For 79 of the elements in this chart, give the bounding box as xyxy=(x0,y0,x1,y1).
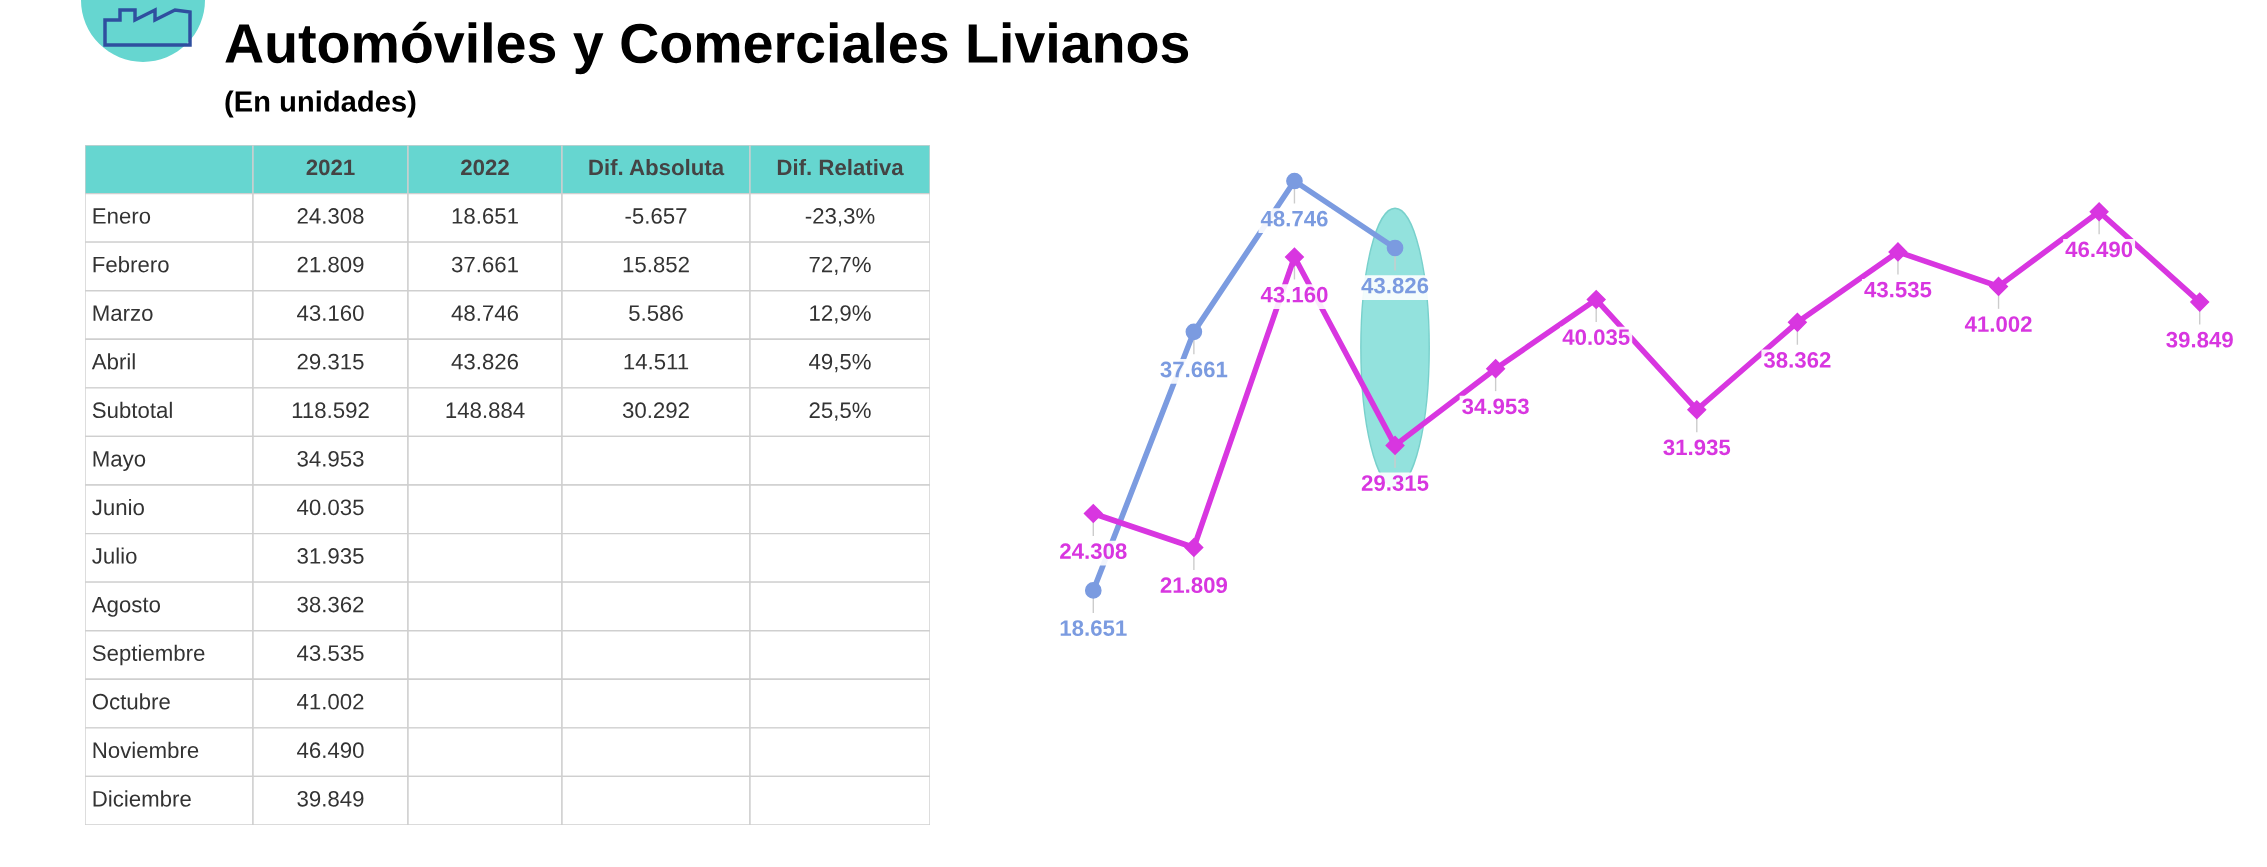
data-label: 43.160 xyxy=(1260,286,1328,303)
data-label: 43.535 xyxy=(1864,281,1932,298)
category-label: Noviembre xyxy=(93,741,199,759)
text: 30.292 xyxy=(622,402,689,419)
text: 41.002 xyxy=(297,693,364,710)
category-label: 2021 xyxy=(306,159,355,176)
point xyxy=(1687,400,1707,420)
category-label: Enero xyxy=(93,208,151,224)
point xyxy=(1185,323,1203,341)
text: 31.935 xyxy=(297,548,364,564)
text: 5.586 xyxy=(629,305,683,321)
point xyxy=(1184,537,1204,558)
text: 43.826 xyxy=(451,353,519,370)
data-label: 37.661 xyxy=(1160,361,1228,378)
text: 39.849 xyxy=(297,790,364,807)
data-label: 48.746 xyxy=(1260,210,1328,227)
text: 14.511 xyxy=(624,354,689,370)
category-label: Febrero xyxy=(93,256,169,273)
text: 29.315 xyxy=(297,353,364,370)
text: 46.490 xyxy=(297,742,364,759)
text: 12,9% xyxy=(810,305,871,324)
data-label: 39.849 xyxy=(2166,331,2233,348)
point xyxy=(1284,247,1304,267)
category-label: Octubre xyxy=(92,693,170,710)
data-label: 40.035 xyxy=(1562,329,1630,346)
text: (En unidades) xyxy=(225,90,416,118)
category-label: Septiembre xyxy=(92,644,205,666)
category-label: Subtotal xyxy=(92,401,172,419)
text: 15.852 xyxy=(623,256,689,273)
category-label: 2022 xyxy=(461,159,509,176)
category-label: Marzo xyxy=(93,305,153,321)
point xyxy=(2190,292,2210,312)
text: -5.657 xyxy=(625,208,687,224)
text: -23,3% xyxy=(805,208,875,227)
category-label: Mayo xyxy=(93,451,146,472)
data-label: 18.651 xyxy=(1060,620,1127,636)
category-label: Dif. Absoluta xyxy=(589,158,725,176)
point xyxy=(2089,202,2109,222)
data-label: 43.826 xyxy=(1361,277,1429,294)
data-label: 31.935 xyxy=(1663,439,1731,456)
category-label: Diciembre xyxy=(93,790,191,807)
data-label: 41.002 xyxy=(1964,316,2032,332)
text: 40.035 xyxy=(297,499,364,516)
text: 118.592 xyxy=(292,402,369,419)
point xyxy=(1286,172,1303,190)
text: Automóviles y Comerciales Livianos xyxy=(225,21,1189,75)
text: 49,5% xyxy=(809,353,871,373)
data-label: 38.362 xyxy=(1763,352,1831,368)
point xyxy=(1084,582,1102,599)
point xyxy=(1787,312,1807,332)
text: 18.651 xyxy=(452,208,518,224)
data-label: 46.490 xyxy=(2065,241,2133,258)
point xyxy=(1989,276,2009,296)
text: 43.535 xyxy=(297,645,364,661)
point xyxy=(1888,242,1908,262)
point xyxy=(1386,239,1404,257)
category-label: Abril xyxy=(91,353,135,370)
point xyxy=(1586,290,1606,310)
text: 38.362 xyxy=(297,596,364,613)
text: 72,7% xyxy=(809,256,871,276)
text: 48.746 xyxy=(451,305,519,321)
text: 21.809 xyxy=(297,256,364,273)
category-label: Agosto xyxy=(91,596,161,617)
data-label: 34.953 xyxy=(1462,398,1529,415)
point xyxy=(1486,359,1506,379)
text: 24.308 xyxy=(297,208,364,224)
text: 37.661 xyxy=(451,256,518,273)
category-label: Junio xyxy=(92,498,144,516)
category-label: Dif. Relativa xyxy=(777,158,904,176)
text: 43.160 xyxy=(297,305,364,321)
data-label: 24.308 xyxy=(1060,543,1127,560)
category-label: Julio xyxy=(92,547,137,564)
point xyxy=(1083,503,1103,524)
data-label: 29.315 xyxy=(1361,475,1429,491)
point xyxy=(1385,435,1405,455)
text: 148.884 xyxy=(446,402,525,419)
data-label: 21.809 xyxy=(1160,577,1228,594)
text: 25,5% xyxy=(809,402,871,421)
text: 34.953 xyxy=(297,450,364,467)
